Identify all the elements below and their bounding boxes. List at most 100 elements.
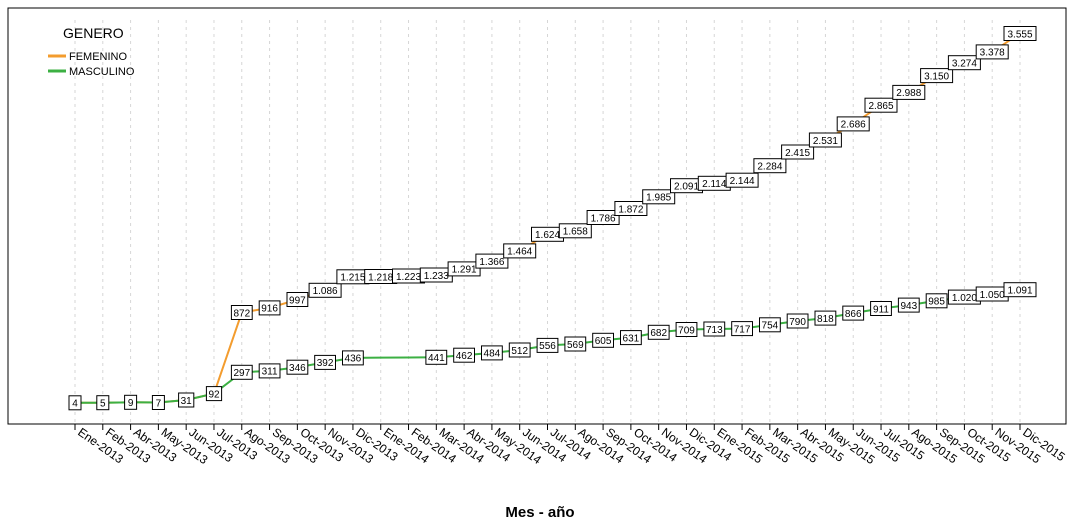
data-label-text: 569 — [567, 340, 584, 351]
data-label-box — [68, 395, 82, 411]
data-label-masculino: 1.020 — [947, 289, 981, 305]
data-label-box — [558, 223, 592, 239]
plot-area-border — [7, 7, 1067, 425]
data-label-femenino: 1.872 — [614, 201, 648, 216]
data-label-box — [808, 132, 842, 148]
data-label-box — [230, 364, 253, 380]
data-label-text: 7 — [156, 398, 162, 409]
data-label-box — [592, 332, 615, 348]
data-label-femenino: 3.555 — [1003, 26, 1037, 41]
data-label-box — [731, 321, 754, 337]
data-label-box — [920, 68, 954, 84]
data-label-box — [897, 297, 920, 313]
data-label-text: 2.988 — [896, 88, 921, 99]
data-label-text: 3.555 — [1007, 29, 1032, 40]
data-label-femenino: 2.091 — [670, 178, 703, 194]
data-label-text: 436 — [345, 354, 362, 365]
data-label-box — [308, 282, 342, 298]
data-label-box — [975, 44, 1009, 60]
data-label-text: 911 — [873, 304, 889, 315]
data-label-box — [814, 310, 837, 326]
data-label-masculino: 311 — [258, 363, 281, 379]
data-label-femenino: 2.531 — [808, 132, 842, 148]
data-label-text: 297 — [233, 368, 250, 379]
data-label-masculino: 4 — [68, 395, 82, 411]
data-label-masculino: 709 — [675, 322, 698, 337]
data-label-box — [870, 301, 892, 316]
data-label-text: 512 — [511, 346, 528, 357]
data-label-text: 2.415 — [785, 148, 810, 159]
data-label-box — [725, 172, 759, 188]
data-label-text: 2.284 — [757, 162, 782, 173]
data-label-box — [1003, 26, 1037, 41]
data-label-femenino: 1.218 — [364, 269, 398, 284]
data-label-masculino: 790 — [786, 313, 809, 329]
data-label-text: 2.144 — [730, 176, 755, 187]
data-label-box — [151, 395, 165, 410]
data-label-masculino: 92 — [205, 386, 223, 402]
data-label-text: 2.091 — [674, 182, 699, 193]
data-label-text: 2.114 — [702, 179, 727, 190]
data-label-text: 2.531 — [813, 136, 838, 147]
legend: GENERO FEMENINO MASCULINO — [48, 25, 135, 78]
data-label-text: 484 — [484, 349, 501, 360]
data-label-box — [753, 158, 787, 174]
data-label-box — [925, 293, 948, 309]
data-label-text: 997 — [289, 295, 306, 306]
data-label-box — [759, 317, 781, 333]
data-label-text: 1.985 — [646, 193, 671, 204]
data-label-text: 311 — [262, 367, 278, 378]
data-label-box — [258, 363, 281, 379]
data-label-text: 462 — [456, 351, 473, 362]
data-label-text: 1.291 — [452, 265, 477, 276]
data-label-masculino: 911 — [870, 301, 892, 316]
data-label-text: 1.464 — [507, 247, 532, 258]
legend-label-masculino: MASCULINO — [69, 66, 135, 78]
data-label-box — [564, 336, 587, 352]
data-label-text: 682 — [650, 328, 667, 339]
data-label-text: 916 — [261, 304, 278, 315]
data-label-text: 1.086 — [313, 286, 338, 297]
data-label-text: 1.658 — [563, 227, 588, 238]
data-label-box — [481, 345, 503, 361]
data-label-text: 3.150 — [924, 71, 949, 82]
data-label-text: 3.274 — [952, 59, 977, 70]
data-label-text: 2.686 — [841, 120, 866, 131]
legend-title: GENERO — [63, 25, 124, 41]
data-label-text: 866 — [845, 309, 862, 320]
data-label-box — [703, 321, 726, 337]
data-label-text: 1.050 — [980, 290, 1005, 301]
data-label-box — [620, 330, 642, 346]
data-label-box — [124, 394, 138, 410]
data-label-box — [647, 324, 670, 340]
data-label-box — [447, 261, 481, 277]
data-label-box — [475, 253, 509, 269]
data-label-box — [786, 313, 809, 329]
data-label-box — [675, 322, 698, 337]
data-label-masculino: 484 — [481, 345, 503, 361]
data-label-femenino: 1.233 — [419, 267, 453, 283]
data-label-femenino: 2.415 — [781, 144, 815, 160]
data-label-masculino: 985 — [925, 293, 948, 309]
data-label-femenino: 3.150 — [920, 68, 954, 84]
x-axis: Ene-2013Feb-2013Abr-2013May-2013Jun-2013… — [74, 424, 1068, 467]
data-label-masculino: 512 — [508, 342, 531, 358]
data-label-box — [842, 305, 865, 321]
data-label-box — [230, 305, 253, 320]
data-label-box — [205, 386, 223, 402]
data-label-text: 985 — [928, 297, 945, 308]
data-label-femenino: 3.378 — [975, 44, 1009, 60]
data-label-box — [96, 395, 110, 411]
data-label-masculino: 5 — [96, 395, 110, 411]
data-label-masculino: 713 — [703, 321, 726, 337]
data-label-masculino: 717 — [731, 321, 754, 337]
data-label-masculino: 7 — [151, 395, 165, 410]
data-label-femenino: 3.274 — [947, 55, 981, 71]
data-label-text: 872 — [233, 308, 250, 319]
data-label-femenino: 2.865 — [864, 97, 898, 113]
data-label-masculino: 31 — [178, 392, 195, 408]
data-label-box — [642, 189, 676, 205]
data-label-femenino: 1.291 — [447, 261, 481, 277]
